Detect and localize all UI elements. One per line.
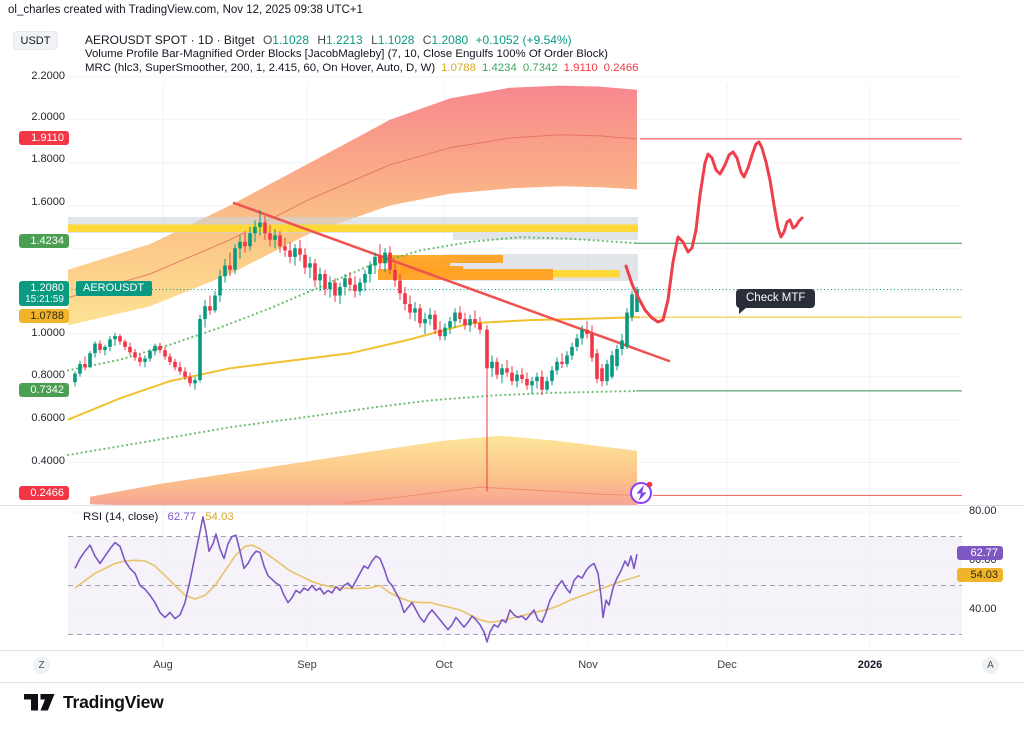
mrc-value: 1.4234	[481, 62, 517, 75]
check-mtf-text: Check MTF	[746, 292, 806, 304]
scroll-right-button[interactable]: A	[982, 657, 999, 674]
mrc-value: 1.9110	[563, 62, 598, 75]
tooltip-tail	[739, 307, 747, 314]
time-label: Dec	[717, 659, 737, 671]
rsi-legend[interactable]: RSI (14, close) 62.77 54.03	[83, 511, 234, 523]
low-label: L	[371, 33, 378, 47]
volume-profile-title[interactable]: Volume Profile Bar-Magnified Order Block…	[85, 48, 608, 61]
time-label: Sep	[297, 659, 317, 671]
symbol-price-label: AEROUSDT	[76, 281, 153, 296]
time-label: Nov	[578, 659, 598, 671]
high-value: 1.2213	[326, 33, 363, 47]
time-label: Aug	[153, 659, 173, 671]
mrc-values: 1.0788 1.4234 0.7342 1.9110 0.2466	[435, 62, 638, 74]
legend-mrc-row[interactable]: MRC (hlc3, SuperSmoother, 200, 1, 2.415,…	[85, 61, 639, 75]
low-value: 1.1028	[377, 33, 415, 47]
attribution-text: ol_charles created with TradingView.com,…	[8, 4, 363, 16]
chart-legend: AEROUSDT SPOT · 1D · Bitget O1.1028 H1.2…	[85, 33, 639, 76]
change-value: +0.1052 (+9.54%)	[475, 33, 572, 47]
rsi-value: 62.77	[167, 511, 197, 523]
time-label: 2026	[857, 659, 883, 671]
time-axis[interactable]: Aug Sep Oct Nov Dec 2026 Z A	[0, 651, 1024, 682]
mrc-value: 1.0788	[441, 62, 476, 75]
open-value: 1.1028	[272, 33, 309, 47]
time-label: Oct	[435, 659, 453, 671]
open-label: O	[262, 33, 273, 47]
mrc-value: 0.7342	[522, 62, 558, 75]
tradingview-logo-icon	[24, 694, 55, 711]
rsi-ma-value: 54.03	[205, 511, 234, 523]
tradingview-logo[interactable]: TradingView	[24, 692, 164, 713]
legend-symbol-row[interactable]: AEROUSDT SPOT · 1D · Bitget O1.1028 H1.2…	[85, 33, 639, 47]
rsi-title[interactable]: RSI (14, close)	[83, 511, 159, 523]
high-label: H	[317, 33, 327, 47]
currency-toggle-button[interactable]: USDT	[13, 31, 58, 50]
check-mtf-tooltip: Check MTF	[736, 289, 816, 314]
close-value: 1.2080	[431, 33, 469, 47]
mrc-title[interactable]: MRC (hlc3, SuperSmoother, 200, 1, 2.415,…	[85, 62, 436, 75]
symbol-title[interactable]: AEROUSDT SPOT · 1D · Bitget	[85, 33, 255, 47]
scroll-left-button[interactable]: Z	[33, 657, 50, 674]
mrc-value: 0.2466	[603, 62, 639, 75]
close-label: C	[422, 33, 432, 47]
legend-volume-profile-row[interactable]: Volume Profile Bar-Magnified Order Block…	[85, 47, 639, 61]
tradingview-logo-text: TradingView	[63, 692, 164, 712]
